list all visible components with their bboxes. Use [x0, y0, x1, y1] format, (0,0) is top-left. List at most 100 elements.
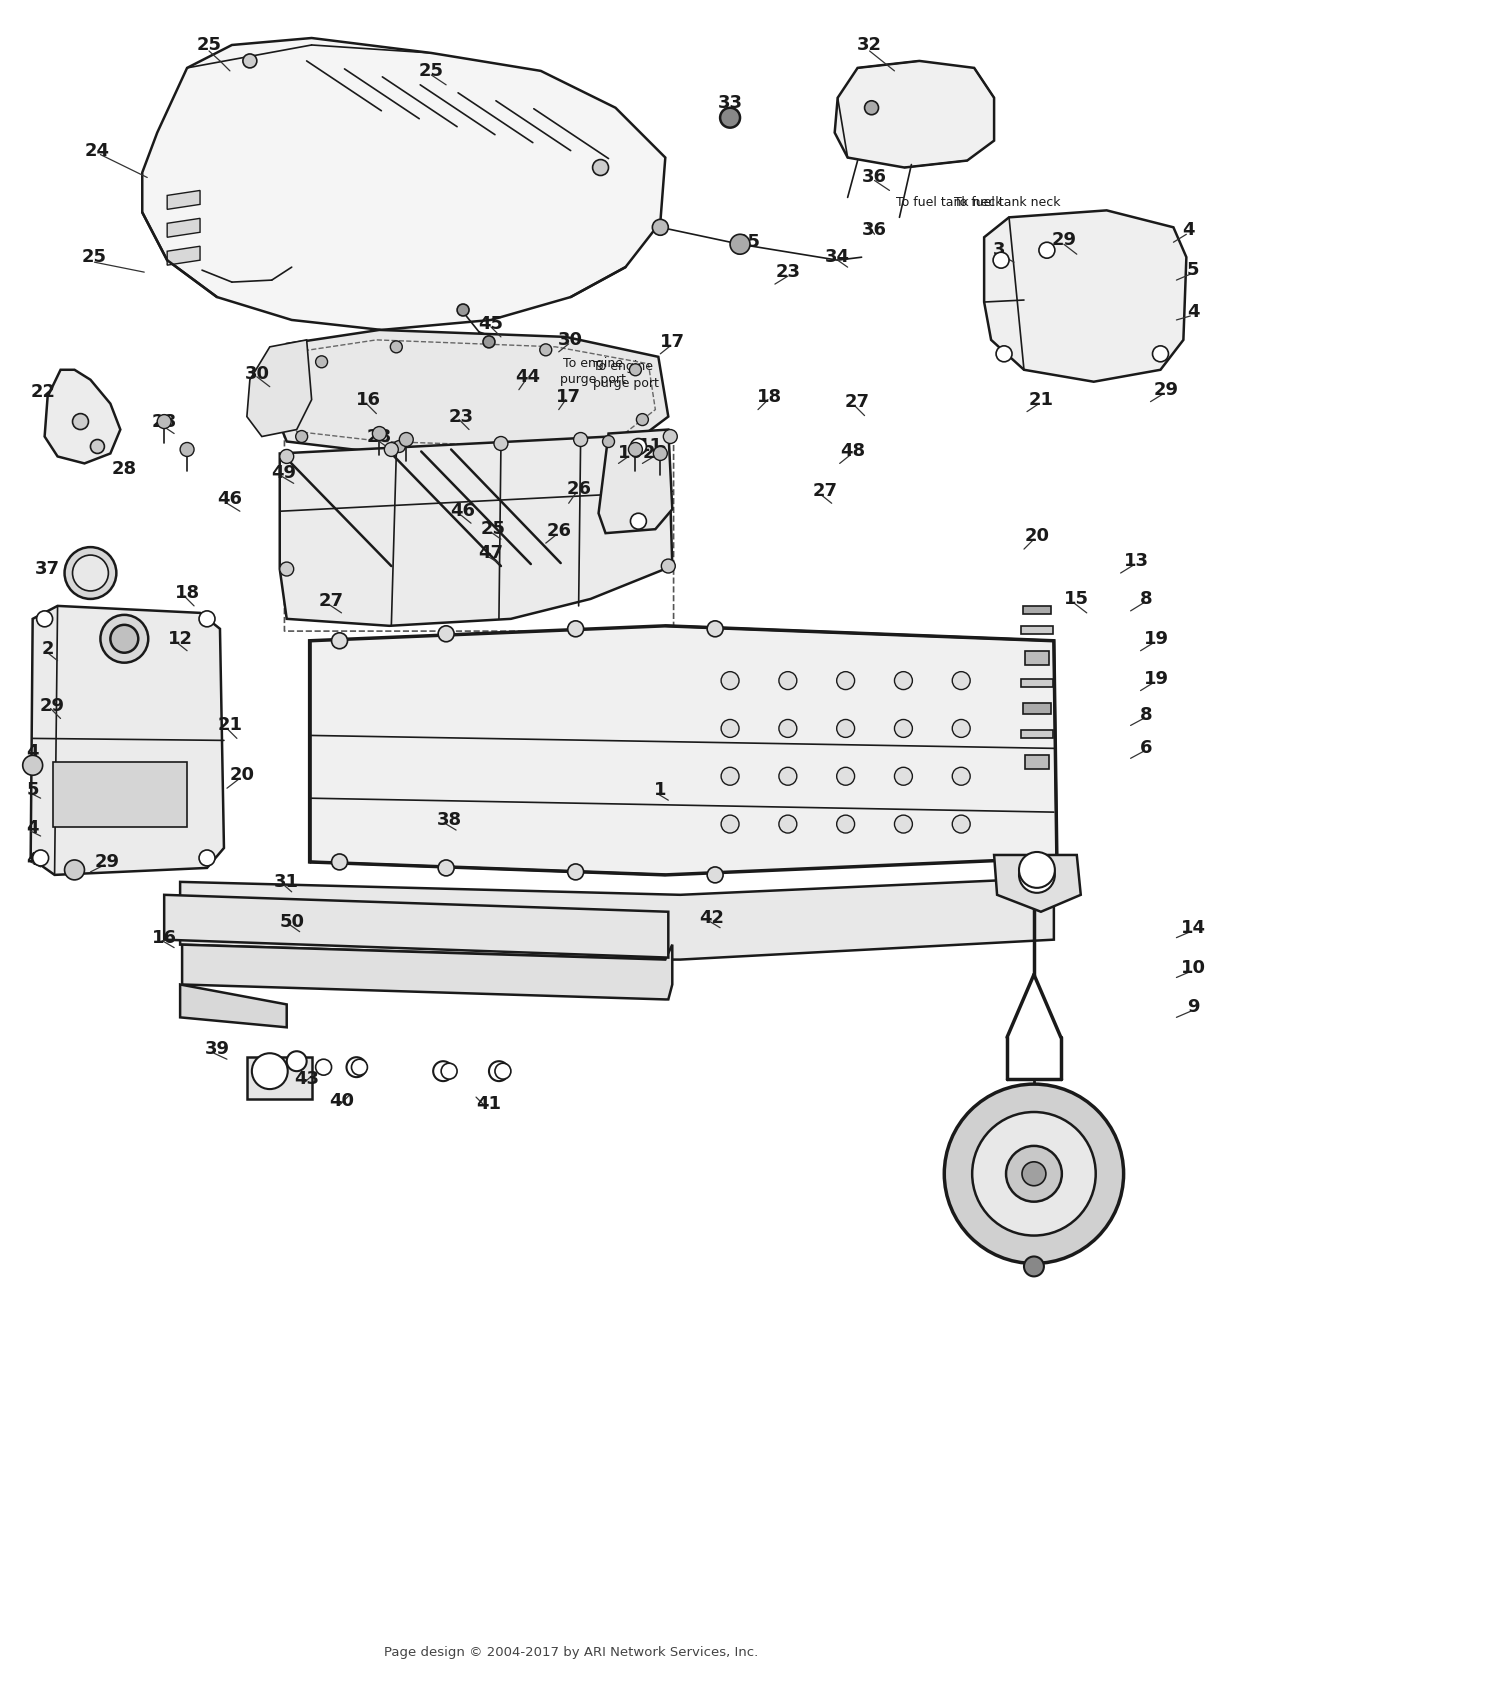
- Text: Page design © 2004-2017 by ARI Network Services, Inc.: Page design © 2004-2017 by ARI Network S…: [384, 1646, 758, 1659]
- Text: 27: 27: [320, 593, 344, 609]
- Circle shape: [567, 863, 584, 880]
- Circle shape: [630, 513, 646, 530]
- Circle shape: [722, 767, 740, 786]
- Polygon shape: [274, 330, 669, 459]
- Text: 50: 50: [279, 913, 304, 931]
- Text: 19: 19: [1144, 670, 1168, 687]
- Text: 26: 26: [566, 481, 591, 498]
- Text: 32: 32: [856, 36, 882, 54]
- Polygon shape: [994, 855, 1082, 913]
- Text: 21: 21: [1029, 391, 1053, 408]
- Circle shape: [441, 1063, 458, 1078]
- Circle shape: [100, 615, 148, 662]
- Circle shape: [603, 435, 615, 447]
- Text: 20: 20: [1024, 527, 1050, 545]
- Bar: [1024, 650, 1048, 665]
- Text: 8: 8: [1140, 706, 1154, 725]
- Text: 2: 2: [42, 640, 54, 659]
- Text: 25: 25: [196, 36, 222, 54]
- Circle shape: [158, 415, 171, 428]
- Circle shape: [952, 720, 970, 738]
- Text: 31: 31: [274, 874, 298, 891]
- Text: 25: 25: [419, 63, 444, 80]
- Circle shape: [351, 1060, 368, 1075]
- Circle shape: [952, 767, 970, 786]
- Text: 45: 45: [478, 315, 504, 334]
- Text: 5: 5: [27, 780, 39, 799]
- Circle shape: [894, 720, 912, 738]
- Circle shape: [279, 562, 294, 576]
- Circle shape: [399, 432, 414, 447]
- Polygon shape: [45, 369, 120, 464]
- Circle shape: [180, 442, 194, 457]
- Circle shape: [243, 54, 256, 68]
- Circle shape: [1022, 1161, 1046, 1185]
- Text: 34: 34: [825, 249, 850, 266]
- Circle shape: [993, 252, 1010, 267]
- Polygon shape: [166, 218, 200, 237]
- Text: 14: 14: [1180, 919, 1206, 936]
- Circle shape: [1028, 865, 1047, 885]
- Text: 48: 48: [840, 442, 866, 460]
- Circle shape: [894, 814, 912, 833]
- Polygon shape: [248, 1056, 312, 1099]
- Text: 25: 25: [480, 520, 506, 538]
- Text: 15: 15: [1065, 589, 1089, 608]
- Circle shape: [1007, 1146, 1062, 1202]
- Text: 41: 41: [477, 1095, 501, 1112]
- Text: 8: 8: [1140, 589, 1154, 608]
- Text: 29: 29: [1052, 232, 1077, 249]
- Circle shape: [433, 1062, 453, 1082]
- Text: 9: 9: [1186, 999, 1200, 1016]
- Polygon shape: [164, 896, 669, 958]
- Polygon shape: [180, 879, 1054, 960]
- Text: 28: 28: [112, 460, 136, 479]
- Polygon shape: [984, 210, 1186, 381]
- Text: 43: 43: [294, 1070, 320, 1089]
- Text: 4: 4: [27, 743, 39, 762]
- Circle shape: [1019, 852, 1054, 887]
- Text: 16: 16: [618, 445, 644, 462]
- Text: To engine: To engine: [562, 357, 622, 371]
- Circle shape: [722, 814, 740, 833]
- Text: 23: 23: [448, 408, 474, 425]
- Circle shape: [722, 672, 740, 689]
- Text: To fuel tank neck: To fuel tank neck: [896, 196, 1002, 208]
- Text: A: A: [264, 1063, 276, 1078]
- Text: 38: 38: [436, 811, 462, 830]
- Text: 4: 4: [27, 852, 39, 869]
- Text: 23: 23: [776, 262, 801, 281]
- Text: 18: 18: [758, 388, 783, 406]
- Text: 21: 21: [217, 716, 243, 735]
- Circle shape: [720, 108, 740, 127]
- Circle shape: [483, 335, 495, 347]
- Text: 24: 24: [86, 142, 109, 159]
- Text: 4: 4: [1186, 303, 1200, 322]
- Circle shape: [200, 850, 214, 865]
- Circle shape: [296, 430, 307, 442]
- Circle shape: [438, 626, 454, 642]
- Text: 27: 27: [812, 483, 837, 501]
- Circle shape: [972, 1112, 1095, 1236]
- Circle shape: [384, 442, 399, 457]
- Text: 13: 13: [1011, 1089, 1036, 1106]
- Text: 1: 1: [654, 780, 666, 799]
- Circle shape: [592, 159, 609, 176]
- Bar: [53, 762, 188, 828]
- Circle shape: [72, 413, 88, 430]
- Circle shape: [279, 449, 294, 464]
- Text: 36: 36: [862, 169, 886, 186]
- Circle shape: [837, 814, 855, 833]
- Circle shape: [837, 720, 855, 738]
- Text: 35: 35: [735, 234, 760, 251]
- Circle shape: [540, 344, 552, 356]
- Text: 33: 33: [717, 93, 742, 112]
- Bar: [1023, 606, 1052, 615]
- Circle shape: [268, 1063, 276, 1072]
- Circle shape: [390, 340, 402, 352]
- Circle shape: [315, 1060, 332, 1075]
- Text: 39: 39: [204, 1040, 230, 1058]
- Text: 29: 29: [1024, 853, 1050, 870]
- Text: To fuel tank neck: To fuel tank neck: [954, 196, 1060, 208]
- Circle shape: [722, 720, 740, 738]
